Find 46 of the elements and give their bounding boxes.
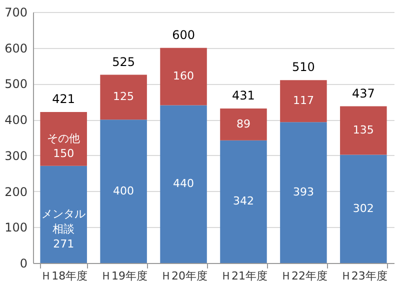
data-label: 302: [352, 202, 374, 215]
bar: [220, 108, 267, 140]
y-tick-label: 600: [4, 41, 28, 56]
y-tick-label: 400: [4, 113, 28, 128]
x-tick-label: Ｈ19年度: [100, 270, 148, 282]
x-tick-label: Ｈ23年度: [340, 270, 388, 282]
data-label: 271: [53, 237, 74, 250]
total-label: 437: [352, 86, 375, 100]
data-label: 440: [173, 177, 194, 190]
bar: [40, 112, 87, 166]
y-tick-label: 100: [4, 220, 28, 235]
x-tick-label: Ｈ22年度: [280, 270, 328, 282]
total-label: 431: [232, 88, 255, 102]
data-label: 393: [292, 186, 314, 199]
total-label: 525: [112, 54, 136, 69]
bar: [160, 48, 207, 106]
total-label: 421: [52, 92, 76, 106]
x-tick-label: Ｈ18年度: [40, 270, 88, 282]
bar: [280, 122, 327, 263]
total-label: 600: [172, 28, 195, 42]
y-tick-label: 300: [4, 148, 28, 163]
series-label: その他: [47, 132, 80, 145]
y-tick-label: 0: [20, 256, 28, 270]
y-tick-label: 500: [4, 77, 28, 92]
total-label: 510: [292, 60, 315, 74]
data-label: 400: [113, 184, 134, 198]
data-label: 160: [173, 70, 194, 83]
data-label: 89: [236, 117, 250, 130]
data-label: 342: [232, 194, 254, 208]
data-label: 135: [352, 124, 374, 137]
bar: [100, 74, 147, 120]
bar: [160, 105, 207, 263]
x-tick-label: Ｈ21年度: [220, 270, 268, 282]
y-tick-label: 700: [4, 6, 28, 20]
bar: [340, 154, 387, 263]
bar: [340, 106, 387, 155]
bar: [40, 166, 87, 263]
x-tick-label: Ｈ20年度: [160, 270, 208, 282]
data-label: 150: [53, 146, 74, 160]
data-label: 117: [292, 94, 314, 108]
y-tick-label: 200: [4, 184, 28, 199]
bar: [280, 80, 327, 122]
data-label: 125: [113, 90, 134, 104]
series-label: メンタル相談: [42, 207, 86, 236]
bar: [100, 120, 147, 263]
bar: [220, 140, 267, 263]
